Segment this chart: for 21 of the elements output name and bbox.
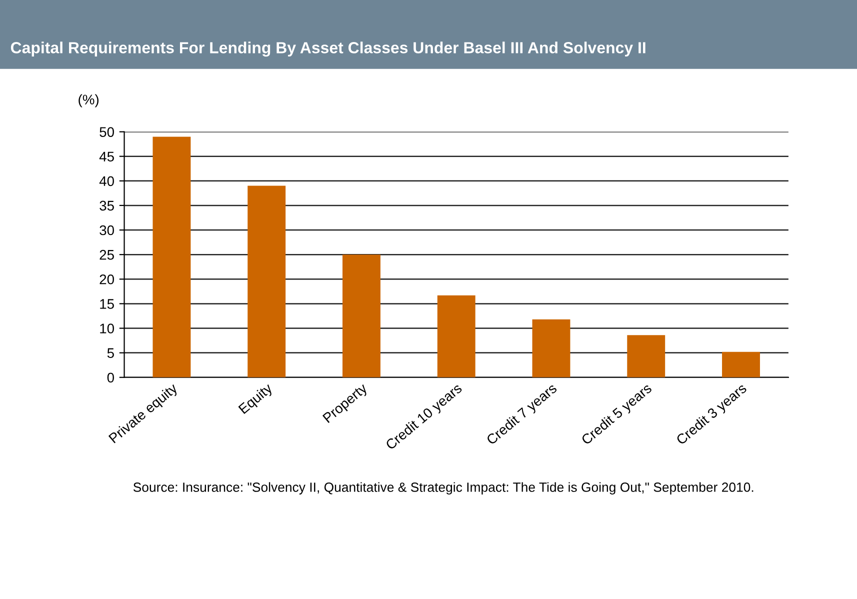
bar — [248, 186, 286, 378]
bar — [532, 319, 570, 378]
bar — [437, 295, 476, 378]
bar — [627, 335, 666, 378]
y-tick-label: 0 — [107, 372, 114, 383]
bar — [722, 352, 760, 378]
y-tick-label: 40 — [99, 176, 114, 186]
y-tick-label: 5 — [107, 348, 114, 358]
y-axis-title: (%) — [78, 94, 99, 108]
bar — [152, 136, 191, 378]
source-note: Source: Insurance: "Solvency II, Quantitative & Strategic Impact: The Tide is Going Out," September 2010. — [133, 482, 754, 494]
chart-title: Capital Requirements For Lending By Asset Classes Under Basel III And Solvency II — [10, 42, 646, 57]
y-tick-label: 10 — [100, 324, 114, 334]
y-tick-label: 45 — [99, 152, 114, 162]
y-tick-label: 25 — [100, 250, 114, 260]
bar — [342, 254, 380, 378]
y-tick-label: 15 — [100, 299, 114, 309]
y-tick-label: 20 — [100, 274, 114, 284]
y-tick-label: 50 — [100, 127, 114, 137]
y-tick-label: 30 — [100, 225, 114, 236]
y-tick-label: 35 — [100, 200, 114, 211]
